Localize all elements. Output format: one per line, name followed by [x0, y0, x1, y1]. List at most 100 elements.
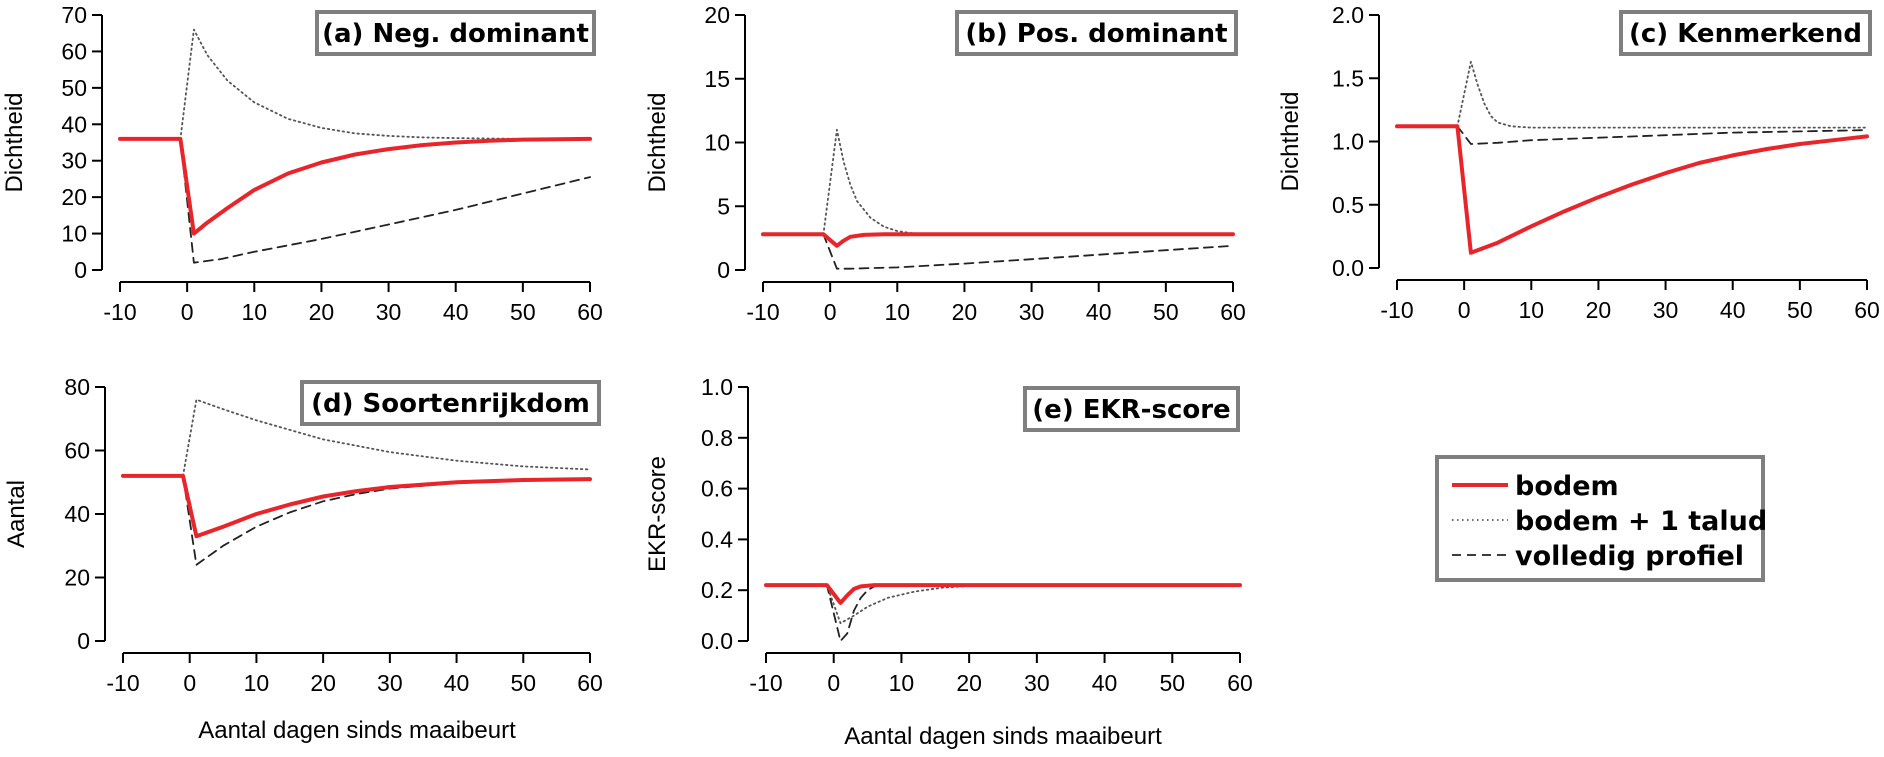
series-line-bodem-1-talud — [765, 584, 1241, 625]
legend-box — [1435, 455, 1765, 582]
y-tick-label: 80 — [64, 374, 90, 400]
y-tick-label: 1.0 — [701, 374, 733, 400]
y-tick-label: 50 — [61, 75, 87, 101]
series-line-bodem-1-talud — [122, 398, 591, 477]
y-axis-label: Dichtheid — [644, 92, 671, 192]
panel-title: (d) Soortenrijkdom — [311, 389, 590, 419]
y-tick-label: 1.0 — [1332, 129, 1364, 155]
x-tick-label: 60 — [577, 670, 603, 696]
series-line-bodem — [1395, 124, 1869, 255]
x-tick-label: -10 — [1380, 297, 1413, 323]
x-tick-label: 60 — [1227, 670, 1253, 696]
panel-b: 0 5 10 15 20 -10 0 10 20 30 40 50 60 Dichtheid (b) Pos… — [644, 2, 1246, 325]
x-tick-label: 20 — [952, 299, 978, 325]
y-tick-label: 0 — [717, 257, 730, 283]
y-tick-label: 0.5 — [1332, 192, 1364, 218]
y-tick-label: 20 — [64, 565, 90, 591]
x-tick-label: 20 — [310, 670, 336, 696]
y-tick-label: 0.4 — [701, 526, 733, 552]
x-axis-label: Aantal dagen sinds maaibeurt — [844, 723, 1162, 750]
x-tick-label: 0 — [181, 299, 194, 325]
x-tick-label: 60 — [577, 299, 603, 325]
x-tick-label: 50 — [1159, 670, 1185, 696]
y-tick-label: 60 — [64, 438, 90, 464]
x-tick-label: 10 — [241, 299, 267, 325]
series-line-volledig-profiel — [1396, 125, 1868, 145]
panel-title-box — [300, 380, 601, 426]
y-tick-label: 20 — [704, 2, 730, 28]
x-tick-label: 30 — [1024, 670, 1050, 696]
y-axis-label: Dichtheid — [1277, 91, 1304, 191]
y-tick-label: 10 — [61, 221, 87, 247]
x-tick-label: 60 — [1854, 297, 1880, 323]
legend-label: volledig profiel — [1515, 541, 1744, 572]
x-tick-label: -10 — [103, 299, 136, 325]
x-tick-label: 30 — [1019, 299, 1045, 325]
series-line-volledig-profiel — [765, 584, 1241, 642]
y-tick-label: 0.6 — [701, 476, 733, 502]
legend-label: bodem + 1 talud — [1515, 506, 1767, 537]
x-tick-label: 10 — [889, 670, 915, 696]
y-tick-label: 30 — [61, 148, 87, 174]
y-axis-label: EKR-score — [644, 456, 671, 572]
legend-label: bodem — [1515, 471, 1619, 502]
x-tick-label: 40 — [443, 299, 469, 325]
series-line-bodem-1-talud — [762, 128, 1234, 236]
series-line-bodem — [118, 136, 592, 236]
y-tick-label: 0.0 — [701, 628, 733, 654]
x-tick-label: 0 — [183, 670, 196, 696]
x-tick-label: 50 — [510, 299, 536, 325]
panel-c: 0.0 0.5 1.0 1.5 2.0 -10 0 10 20 30 40 50 60 Dichtheid… — [1277, 2, 1880, 323]
x-tick-label: 20 — [956, 670, 982, 696]
panel-title-box — [315, 10, 596, 56]
x-tick-label: 10 — [1518, 297, 1544, 323]
y-tick-label: 20 — [61, 184, 87, 210]
panel-a: 0 10 20 30 40 50 60 70 -10 0 10 20 30 40 50 60 Dichtheid… — [1, 2, 603, 325]
x-tick-label: 50 — [1787, 297, 1813, 323]
x-tick-label: -10 — [746, 299, 779, 325]
y-tick-label: 10 — [704, 130, 730, 156]
panel-d: 0 20 40 60 80 -10 0 10 20 30 40 50 60 Aantal Aantal da… — [3, 374, 603, 744]
panel-e: 0.0 0.2 0.4 0.6 0.8 1.0 -10 0 10 20 30 40 50 60 EKR-sc… — [644, 374, 1253, 750]
y-tick-label: 0.8 — [701, 425, 733, 451]
x-tick-label: 0 — [1458, 297, 1471, 323]
y-tick-label: 5 — [717, 193, 730, 219]
x-tick-label: 30 — [377, 670, 403, 696]
x-tick-label: -10 — [749, 670, 782, 696]
series-line-volledig-profiel — [762, 233, 1234, 270]
y-tick-label: 60 — [61, 38, 87, 64]
series-line-bodem-1-talud — [119, 28, 591, 140]
series-line-volledig-profiel — [119, 137, 591, 264]
panel-title: (b) Pos. dominant — [965, 19, 1227, 49]
y-tick-label: 0 — [77, 628, 90, 654]
x-tick-label: 20 — [1586, 297, 1612, 323]
y-axis-label: Aantal — [3, 480, 30, 548]
panel-title: (a) Neg. dominant — [322, 19, 589, 49]
x-tick-label: -10 — [106, 670, 139, 696]
x-tick-label: 30 — [376, 299, 402, 325]
y-tick-label: 2.0 — [1332, 2, 1364, 28]
x-tick-label: 10 — [884, 299, 910, 325]
y-tick-label: 40 — [61, 111, 87, 137]
y-tick-label: 0.2 — [701, 577, 733, 603]
y-tick-label: 40 — [64, 501, 90, 527]
legend: bodem bodem + 1 talud volledig profiel — [1435, 455, 1767, 582]
x-tick-label: 40 — [1086, 299, 1112, 325]
y-tick-label: 15 — [704, 66, 730, 92]
y-tick-label: 0.0 — [1332, 255, 1364, 281]
panel-title-box — [1023, 386, 1240, 432]
panel-title-box — [1619, 10, 1872, 56]
x-tick-label: 40 — [1092, 670, 1118, 696]
x-tick-label: 0 — [827, 670, 840, 696]
panel-title-box — [955, 10, 1238, 56]
y-axis-label: Dichtheid — [1, 92, 28, 192]
series-line-bodem — [761, 232, 1235, 248]
x-tick-label: 40 — [1720, 297, 1746, 323]
y-tick-label: 70 — [61, 2, 87, 28]
series-line-bodem — [764, 583, 1242, 605]
x-tick-label: 60 — [1220, 299, 1246, 325]
panel-title: (e) EKR-score — [1032, 395, 1230, 425]
x-tick-label: 0 — [824, 299, 837, 325]
x-tick-label: 30 — [1653, 297, 1679, 323]
